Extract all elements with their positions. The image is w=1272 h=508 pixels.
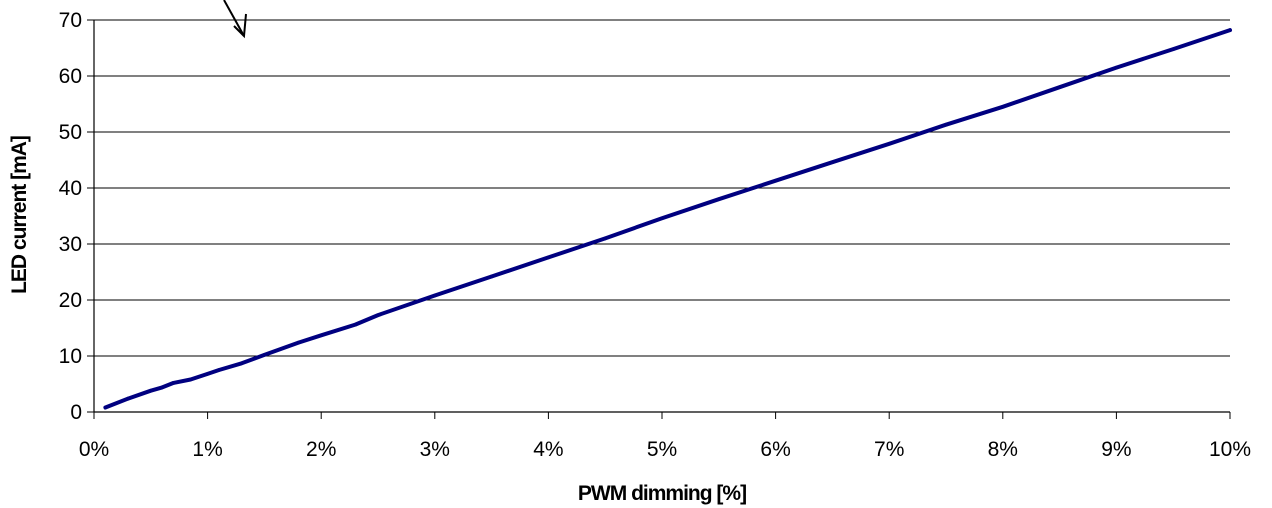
y-tick-label: 40 — [59, 177, 82, 200]
data-point — [319, 333, 324, 338]
x-tick-label: 4% — [533, 438, 563, 461]
annotation-arrow-shaft — [223, 0, 245, 37]
y-tick-label: 30 — [59, 233, 82, 256]
data-point — [1114, 65, 1119, 70]
data-point — [433, 293, 437, 298]
data-point — [717, 197, 721, 201]
data-point — [296, 340, 301, 345]
annotation-arrow-head — [233, 13, 247, 39]
data-point — [887, 141, 891, 146]
y-axis-title: LED current [mA] — [8, 136, 31, 294]
data-point — [1001, 105, 1005, 109]
axes — [87, 19, 1231, 419]
series-layer — [103, 28, 1232, 410]
data-point — [149, 388, 153, 393]
x-tick-label: 5% — [647, 438, 677, 461]
data-point — [262, 353, 267, 357]
data-point — [160, 385, 164, 390]
data-point — [773, 178, 778, 183]
data-point — [376, 313, 380, 317]
x-tick-label: 3% — [420, 438, 450, 461]
x-tick-label: 8% — [988, 438, 1018, 461]
x-tick-label: 1% — [192, 438, 222, 461]
data-point — [171, 381, 176, 385]
y-tick-label: 60 — [59, 65, 82, 88]
x-tick-label: 2% — [306, 438, 336, 461]
data-point — [1171, 47, 1175, 51]
x-axis-title: PWM dimming [%] — [578, 482, 746, 505]
data-point — [1228, 28, 1232, 32]
x-tick-label: 0% — [79, 438, 109, 461]
y-tick-label: 50 — [59, 121, 82, 144]
y-tick-label: 0 — [70, 401, 82, 424]
annotation-arrow — [223, 0, 247, 39]
data-point — [205, 372, 210, 376]
y-tick-label: 70 — [59, 9, 82, 32]
data-point — [103, 405, 108, 410]
y-tick-label: 10 — [59, 345, 82, 368]
data-point — [546, 255, 551, 260]
data-point — [944, 122, 948, 127]
data-point — [489, 274, 494, 279]
x-tick-label: 9% — [1101, 438, 1131, 461]
data-point — [188, 377, 193, 382]
data-point — [353, 322, 358, 327]
data-point — [1057, 85, 1062, 89]
data-point — [126, 396, 130, 401]
tick-labels: 0 10 20 30 40 50 60 70 0% 1% 2% 3% 4% 5% 6% 7% 8% 9% 10% — [59, 9, 1251, 461]
data-point — [830, 160, 835, 165]
gridlines — [94, 19, 1230, 357]
data-point — [660, 216, 664, 221]
x-tick-label: 7% — [874, 438, 904, 461]
x-tick-label: 10% — [1209, 438, 1251, 461]
x-tick-label: 6% — [760, 438, 790, 461]
data-point — [603, 236, 607, 241]
data-point — [217, 368, 221, 372]
y-tick-label: 20 — [59, 289, 82, 312]
data-point — [239, 361, 244, 366]
